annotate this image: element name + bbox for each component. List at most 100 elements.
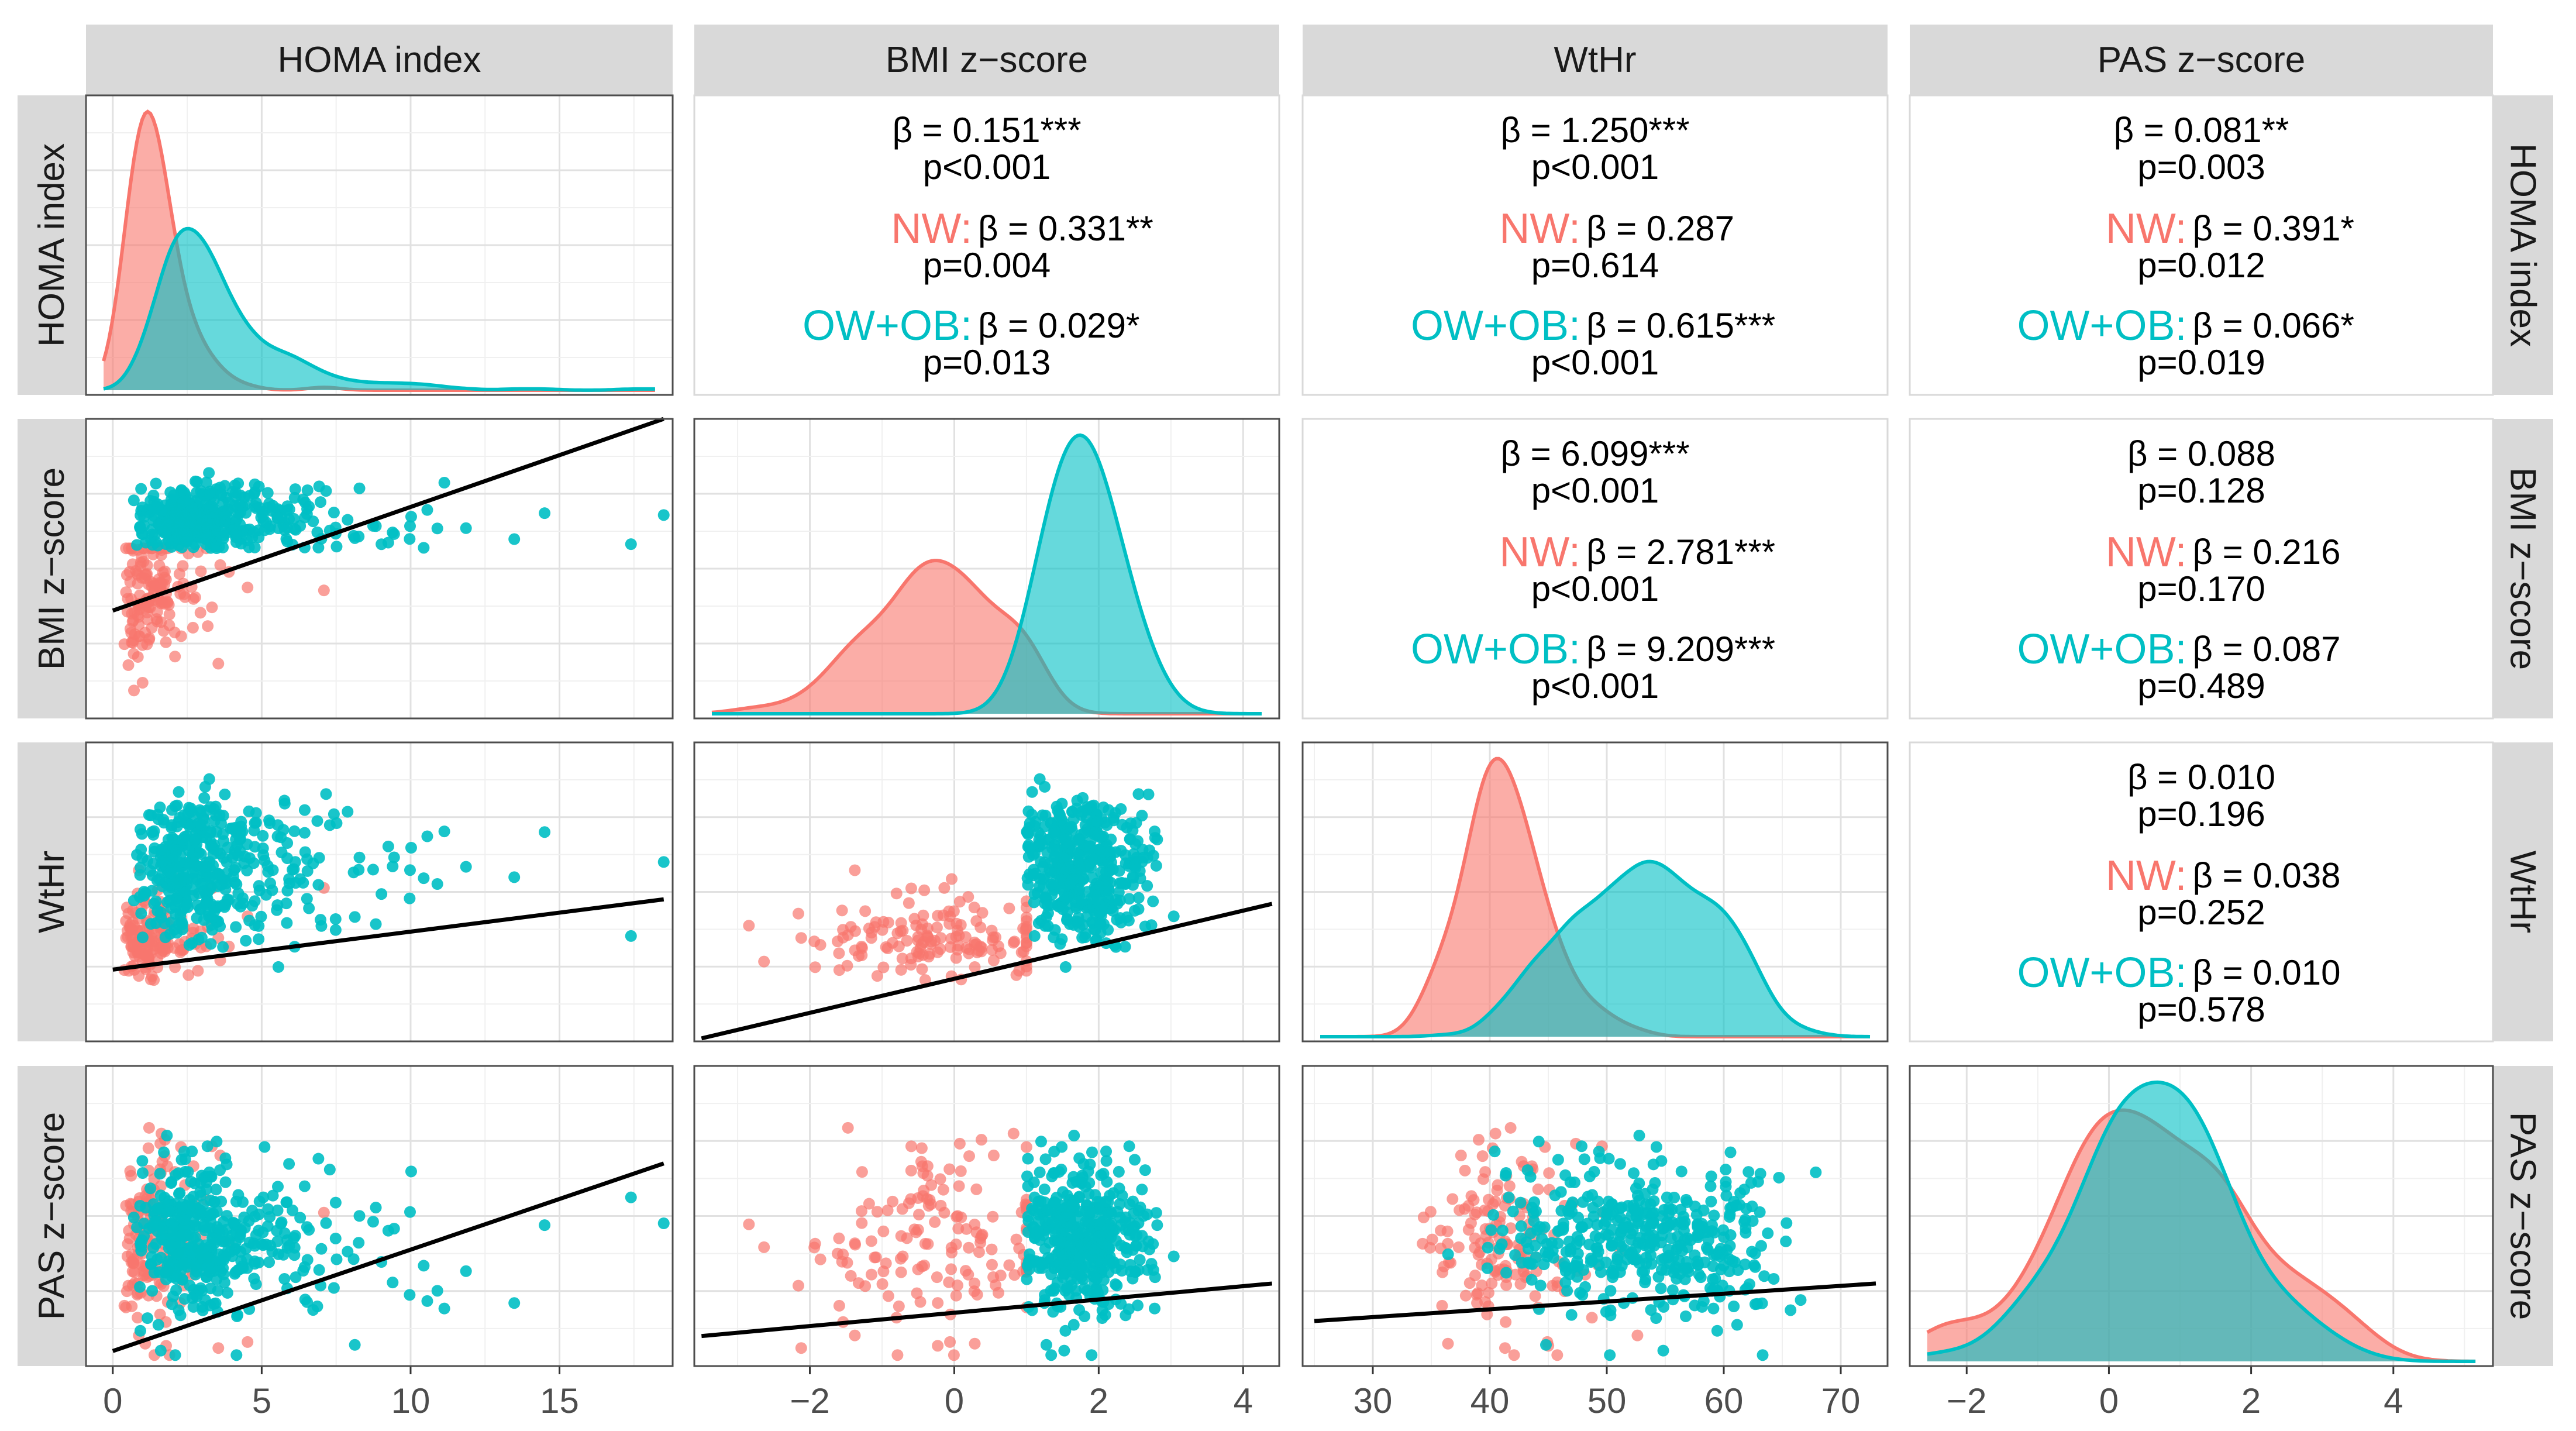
point-owob (174, 1187, 186, 1199)
point-owob (1022, 1215, 1035, 1227)
point-nw (893, 940, 905, 952)
point-nw (880, 1257, 892, 1270)
point-owob (223, 496, 235, 508)
point-owob (156, 855, 168, 868)
point-nw (808, 935, 821, 948)
point-owob (175, 1154, 188, 1166)
point-owob (1630, 1243, 1642, 1255)
point-owob (1056, 1141, 1068, 1153)
point-nw (974, 940, 987, 952)
row-strip-right (2493, 95, 2553, 395)
point-owob (166, 1298, 178, 1310)
correlation-nw: β = 0.391* (2193, 209, 2354, 248)
point-owob (230, 921, 242, 933)
point-owob (1708, 1282, 1720, 1295)
point-owob (253, 501, 266, 514)
point-owob (1622, 1199, 1634, 1212)
point-owob (1021, 1170, 1034, 1182)
x-tick-label: 30 (1354, 1381, 1393, 1420)
point-owob (280, 897, 292, 910)
point-owob (174, 856, 186, 869)
point-owob (1091, 1286, 1104, 1299)
correlation-overall-p: p=0.003 (2137, 147, 2265, 187)
point-owob (235, 816, 247, 828)
density-line-owob (103, 226, 655, 392)
point-nw (1472, 1287, 1484, 1299)
point-owob (190, 475, 202, 487)
point-owob (1613, 1236, 1626, 1248)
point-nw (953, 1180, 965, 1192)
point-owob (217, 941, 229, 953)
point-owob (1049, 1226, 1061, 1239)
point-owob (267, 1189, 279, 1202)
point-owob (421, 830, 433, 842)
point-owob (301, 503, 314, 515)
point-owob (1072, 834, 1084, 846)
column-strip-label: WtHr (1554, 40, 1636, 80)
point-owob (1034, 1166, 1046, 1178)
correlation-panel (1301, 94, 1889, 396)
point-owob (288, 825, 301, 837)
point-owob (178, 871, 190, 883)
point-nw (132, 1312, 144, 1324)
point-owob (388, 528, 400, 540)
point-owob (185, 517, 197, 529)
point-owob (253, 884, 266, 896)
point-owob (215, 488, 228, 500)
point-owob (151, 904, 164, 917)
point-owob (166, 821, 178, 834)
point-nw (950, 1289, 962, 1302)
point-owob (170, 846, 182, 858)
point-nw (837, 1248, 849, 1261)
point-owob (387, 860, 399, 872)
point-owob (165, 863, 177, 875)
point-nw (932, 910, 944, 922)
point-owob (1034, 773, 1046, 785)
point-owob (1732, 1264, 1744, 1277)
point-owob (199, 1239, 212, 1251)
point-owob (328, 808, 340, 820)
point-owob (1708, 1209, 1720, 1222)
point-owob (1768, 1272, 1780, 1285)
x-tick-label: 10 (391, 1381, 431, 1420)
point-owob (1525, 1274, 1538, 1286)
row-strip-right (2493, 419, 2553, 718)
nw-label: NW: (1499, 205, 1580, 252)
point-nw (1504, 1122, 1517, 1134)
point-owob (131, 1221, 143, 1233)
point-owob (349, 1339, 361, 1351)
point-nw (139, 949, 151, 961)
point-owob (1724, 1208, 1736, 1220)
correlation-overall-p: p=0.196 (2137, 794, 2265, 834)
point-owob (349, 911, 361, 923)
point-owob (243, 805, 255, 817)
point-owob (1068, 1194, 1080, 1206)
correlation-nw: β = 0.287 (1586, 209, 1734, 248)
point-nw (1020, 1141, 1032, 1153)
point-owob (370, 1202, 382, 1214)
point-owob (1743, 1278, 1755, 1291)
point-owob (1062, 1281, 1074, 1293)
point-owob (1600, 1229, 1612, 1241)
point-nw (886, 1195, 898, 1208)
point-owob (1147, 895, 1159, 907)
point-owob (214, 1164, 226, 1177)
point-owob (1079, 1181, 1091, 1193)
point-owob (1096, 1237, 1108, 1250)
point-owob (1093, 1254, 1105, 1266)
point-nw (929, 934, 941, 947)
point-nw (943, 905, 955, 917)
point-owob (1514, 1196, 1527, 1209)
point-owob (204, 872, 216, 884)
point-owob (219, 1152, 232, 1164)
point-owob (168, 1220, 181, 1232)
point-owob (1540, 1339, 1552, 1351)
correlation-nw-p: p=0.170 (2137, 569, 2265, 608)
point-owob (163, 1205, 175, 1217)
point-owob (136, 931, 149, 944)
regression-line (112, 897, 664, 972)
point-nw (880, 941, 892, 953)
point-owob (219, 1176, 232, 1188)
point-nw (910, 919, 922, 931)
